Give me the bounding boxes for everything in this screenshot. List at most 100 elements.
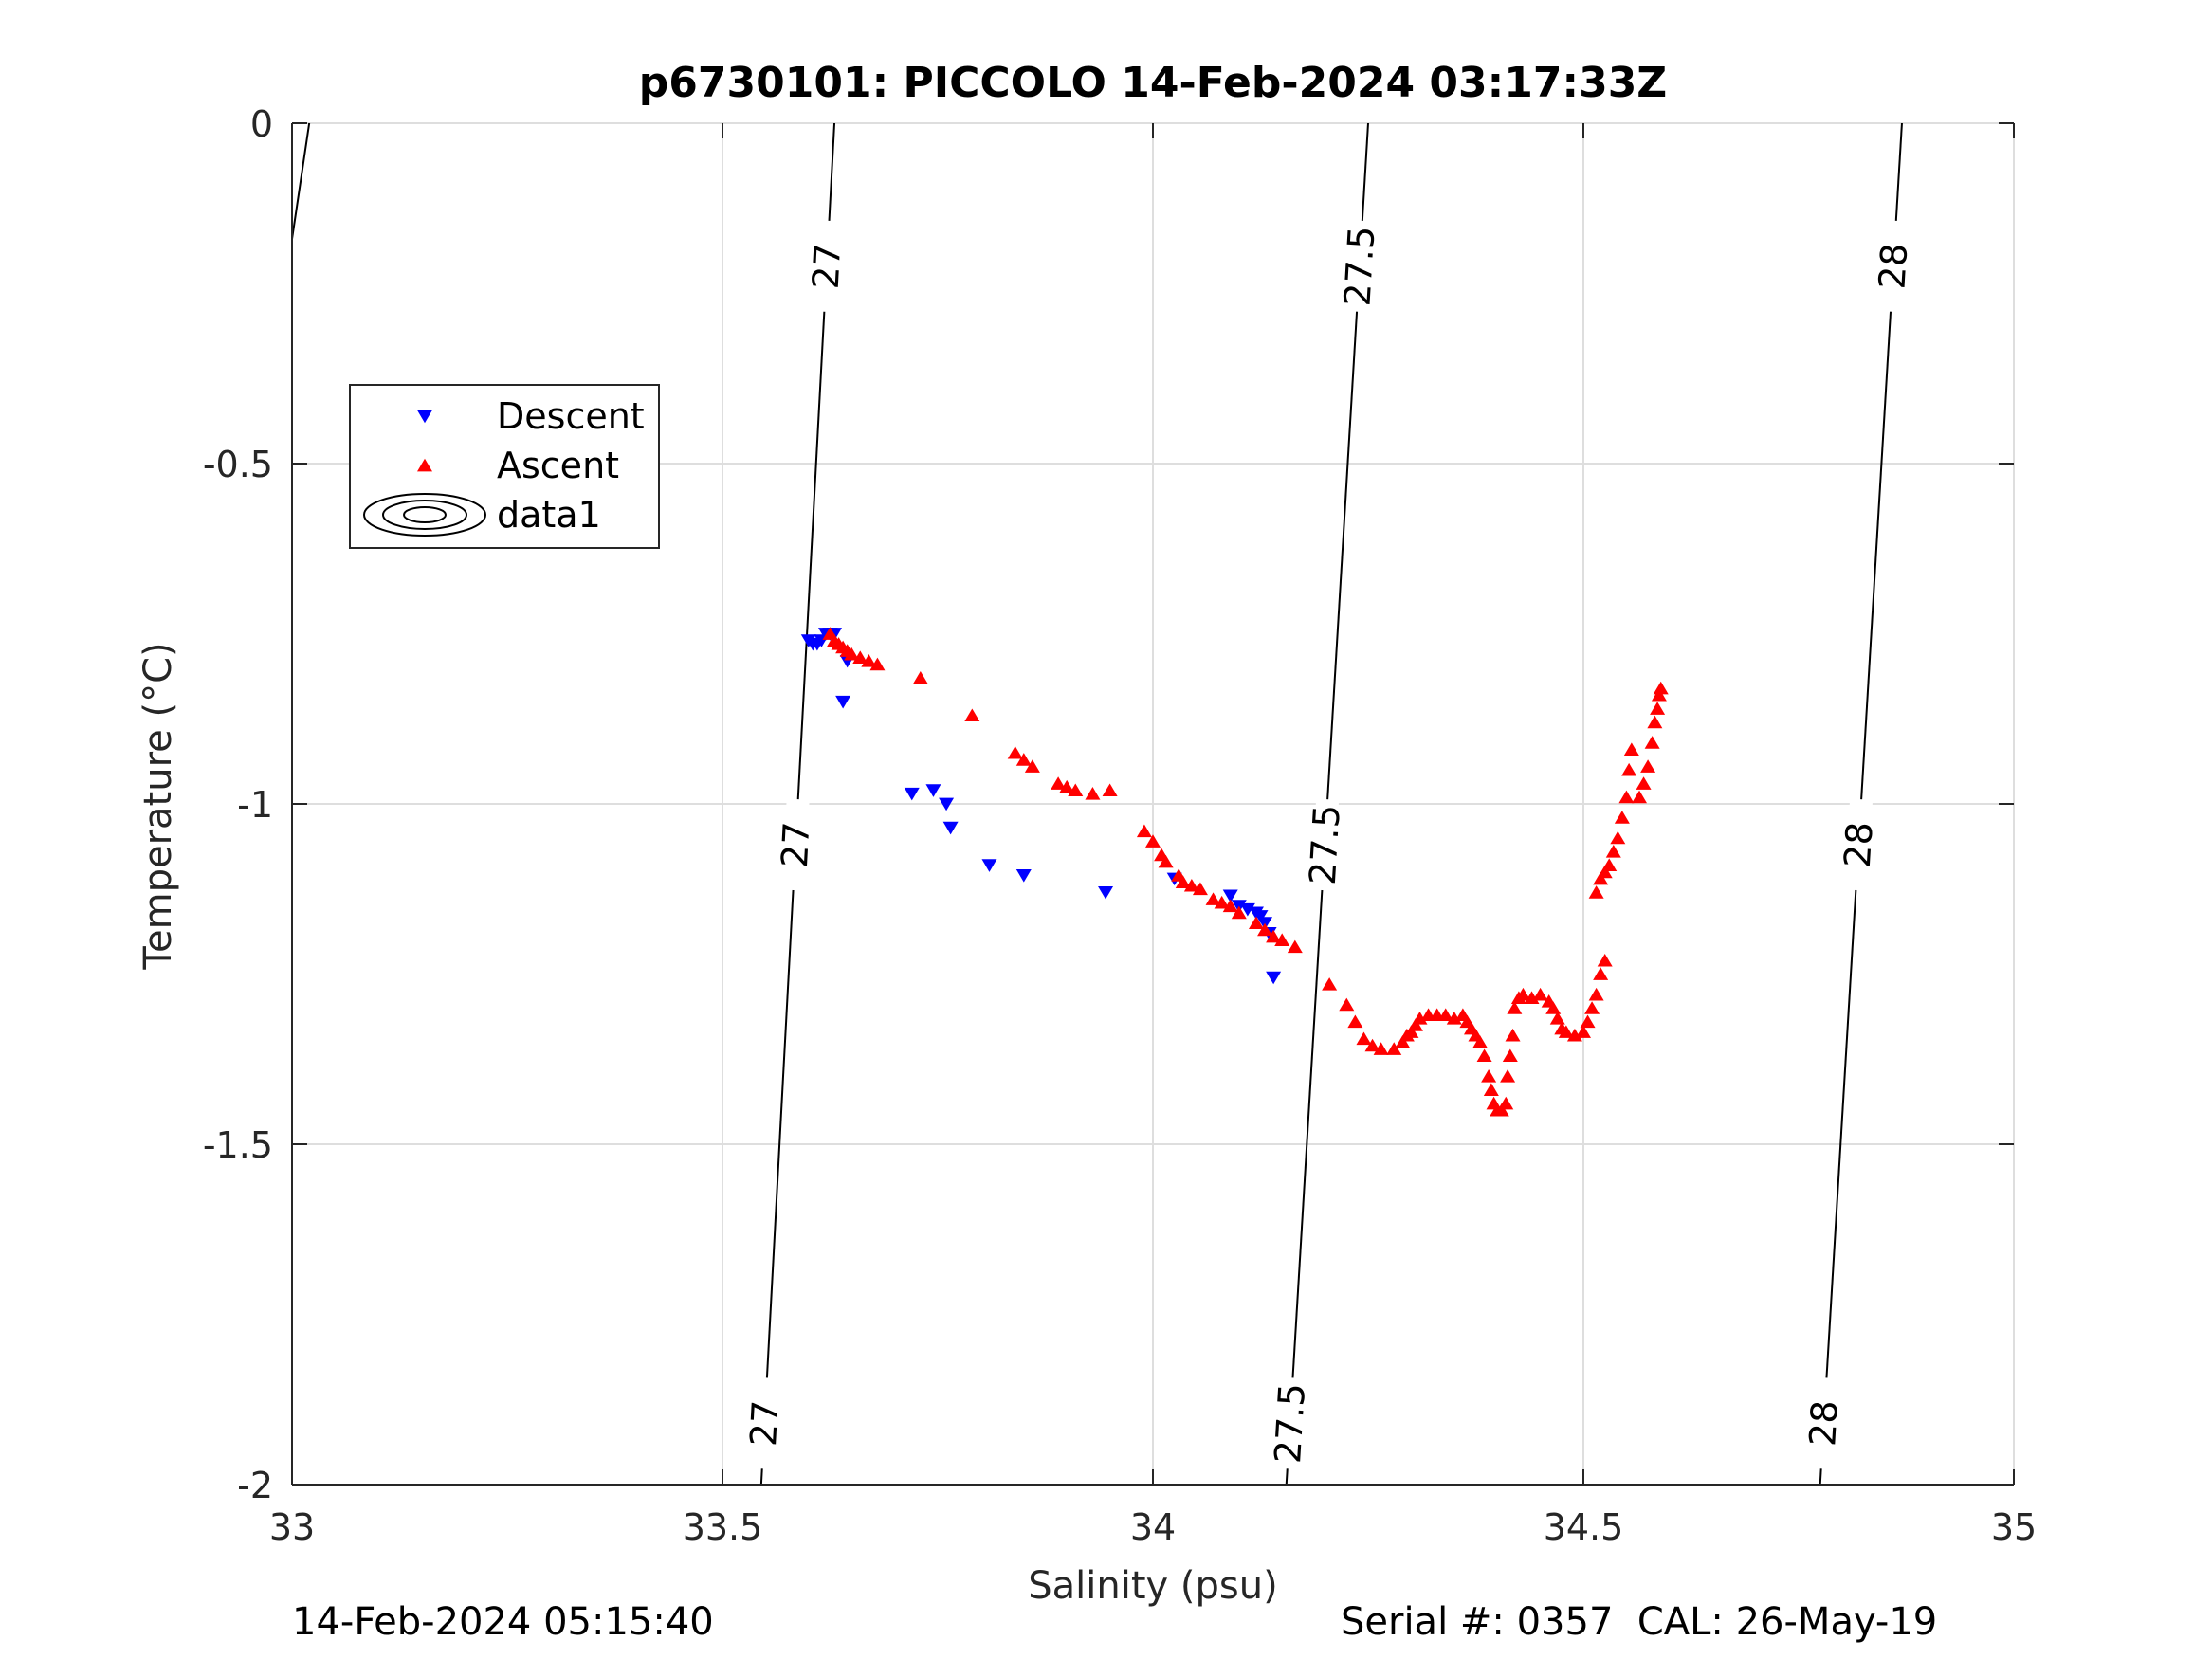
contour-label-bg <box>1310 798 1340 891</box>
legend-box <box>349 384 660 549</box>
contour-label-bg <box>1844 798 1874 891</box>
ascent-point <box>1584 1001 1600 1014</box>
ascent-point <box>1158 854 1174 868</box>
ascent-point <box>1481 1069 1497 1083</box>
ascent-point <box>1614 811 1630 824</box>
ascent-point <box>852 650 868 665</box>
descent-point <box>1266 971 1282 985</box>
ascent-point <box>964 708 980 722</box>
ascent-point <box>1524 991 1540 1005</box>
ascent-point <box>1493 1103 1509 1117</box>
legend-contour-icon <box>403 506 447 523</box>
legend-label: data1 <box>497 494 601 536</box>
y-tick-label: -2 <box>237 1465 273 1506</box>
ascent-point <box>1532 987 1548 1001</box>
y-tick-label: -0.5 <box>203 444 273 485</box>
ascent-point <box>1644 736 1660 749</box>
contour-label: 28 <box>1837 821 1881 869</box>
y-axis-label: Temperature (°C) <box>137 642 180 970</box>
ascent-point <box>1287 939 1303 954</box>
descent-point <box>1239 902 1255 917</box>
legend-marker-icon <box>417 458 432 472</box>
legend-ascent: Ascent <box>417 445 619 486</box>
ascent-point <box>1647 715 1663 729</box>
contour-label-bg <box>1275 1376 1305 1470</box>
contour-label: 27.5 <box>1336 225 1382 307</box>
ascent-point <box>1085 787 1101 800</box>
ascent-point <box>1618 790 1635 804</box>
ascent-point <box>1395 1035 1411 1048</box>
ascent-point <box>844 647 860 661</box>
ascent-point <box>912 670 928 684</box>
ascent-point <box>1476 1048 1492 1063</box>
y-tick-label: 0 <box>250 103 273 145</box>
descent-point <box>1015 868 1032 883</box>
contour-label-bg <box>781 798 810 891</box>
footer-timestamp: 14-Feb-2024 05:15:40 <box>292 1600 714 1644</box>
contour-label-bg <box>1879 220 1908 313</box>
chart-title: p6730101: PICCOLO 14-Feb-2024 03:17:33Z <box>639 59 1667 107</box>
ascent-point <box>1483 1083 1499 1096</box>
ascent-point <box>1558 1025 1574 1038</box>
ascent-point <box>1597 865 1613 879</box>
ascent-point <box>1437 1008 1453 1021</box>
ascent-point <box>1576 1025 1591 1038</box>
y-tick-label: -1 <box>237 784 273 826</box>
ascent-point <box>1192 882 1208 896</box>
density-contours: 27 27 27 27.5 27.5 27.5 28 28 28 <box>292 123 1915 1485</box>
ascent-point <box>1632 790 1648 804</box>
contour-label: 27 <box>742 1399 787 1448</box>
ascent-point <box>1356 1031 1372 1046</box>
ascent-point <box>1403 1025 1419 1038</box>
ascent-point <box>1605 845 1621 858</box>
ascent-point <box>1549 1011 1565 1025</box>
data-points <box>800 627 1669 1117</box>
ascent-point <box>1636 776 1652 790</box>
descent-point <box>939 797 955 811</box>
ascent-point <box>1446 1011 1462 1025</box>
x-tick-label: 33.5 <box>683 1506 763 1548</box>
legend-contour-icon <box>363 493 486 537</box>
ascent-point <box>861 654 877 667</box>
descent-point <box>1252 910 1269 923</box>
contour-label: 28 <box>1871 242 1915 290</box>
ascent-point <box>1621 762 1637 776</box>
x-tick-label: 34.5 <box>1544 1506 1624 1548</box>
ascent-point <box>1322 977 1338 991</box>
ascent-point <box>1024 759 1040 773</box>
contour-label: 27 <box>805 242 850 290</box>
ascent-point <box>1364 1038 1380 1052</box>
ascent-point <box>1068 783 1084 797</box>
ascent-point <box>1640 759 1656 773</box>
descent-point <box>1098 885 1114 900</box>
ascent-point <box>1386 1042 1402 1055</box>
ascent-point <box>1502 1048 1518 1063</box>
ascent-point <box>1136 824 1152 838</box>
ascent-point <box>1145 834 1161 848</box>
descent-point <box>835 695 851 709</box>
descent-point <box>1222 889 1238 903</box>
descent-point <box>981 859 997 872</box>
ascent-point <box>1412 1011 1428 1025</box>
ascent-point <box>1102 783 1118 797</box>
ascent-point <box>1588 885 1604 899</box>
ascent-point <box>1205 892 1221 905</box>
contour-label-bg <box>1809 1376 1838 1470</box>
ascent-point <box>1175 875 1191 888</box>
x-tick-label: 34 <box>1130 1506 1176 1548</box>
ascent-point <box>1566 1028 1582 1042</box>
ascent-point <box>1610 830 1626 845</box>
y-tick-label: -1.5 <box>203 1124 273 1166</box>
ascent-point <box>1588 987 1604 1001</box>
legend-contour: data1 <box>363 493 601 537</box>
contour-label-bg <box>813 220 841 313</box>
ascent-point <box>1650 702 1666 715</box>
contour-label: 27 <box>774 821 818 869</box>
ascent-point <box>1274 933 1290 946</box>
x-axis-label: Salinity (psu) <box>1028 1564 1277 1608</box>
ascent-point <box>1580 1014 1596 1029</box>
legend-marker-icon <box>417 410 432 424</box>
contour-label-bg <box>750 1376 778 1469</box>
x-tick-label: 33 <box>269 1506 315 1548</box>
